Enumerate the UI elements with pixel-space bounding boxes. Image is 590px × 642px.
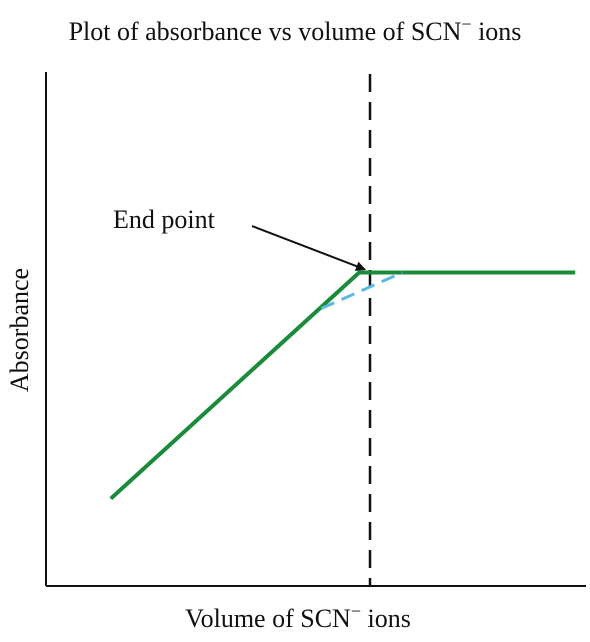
chart-title-suffix: ions	[472, 17, 522, 46]
chart-title: Plot of absorbance vs volume of SCN− ion…	[69, 14, 522, 46]
end-point-arrow	[251, 225, 366, 271]
x-axis-label-suffix: ions	[361, 604, 411, 633]
end-point-annotation-label: End point	[113, 205, 216, 234]
x-axis-label: Volume of SCN− ions	[185, 601, 411, 633]
x-axis-label-superscript: −	[351, 601, 361, 621]
x-axis-label-main: Volume of SCN	[185, 604, 351, 633]
plot-area	[109, 74, 576, 586]
y-axis-label: Absorbance	[5, 268, 34, 392]
chart-title-superscript: −	[461, 14, 471, 34]
absorbance-series-line	[109, 270, 576, 501]
chart-title-main: Plot of absorbance vs volume of SCN	[69, 17, 462, 46]
extrapolation-dashed-line	[320, 271, 404, 310]
